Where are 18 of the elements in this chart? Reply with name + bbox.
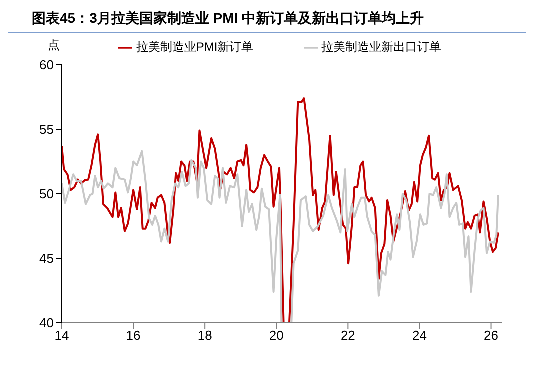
x-tick-label: 24 [412, 328, 427, 344]
y-tick-label: 60 [40, 58, 54, 73]
y-axis-title: 点 [48, 37, 60, 54]
y-tick-label: 55 [40, 122, 54, 138]
line-series [62, 150, 500, 323]
y-tick-label: 45 [40, 251, 54, 266]
y-tick-label: 40 [40, 316, 54, 331]
x-tick-label: 16 [126, 328, 141, 344]
x-tick-label: 14 [54, 328, 70, 344]
x-tick-label: 22 [340, 328, 356, 344]
line-series [62, 98, 500, 323]
x-tick-label: 26 [484, 328, 499, 344]
y-tick-label: 50 [40, 186, 54, 202]
x-tick-label: 20 [269, 328, 284, 344]
chart-title: 图表45：3月拉美国家制造业 PMI 中新订单及新出口订单均上升 [8, 8, 526, 33]
legend-label: 拉美制造业PMI新订单 [136, 40, 254, 54]
legend-label: 拉美制造业新出口订单 [322, 40, 442, 54]
x-tick-label: 18 [198, 328, 212, 344]
